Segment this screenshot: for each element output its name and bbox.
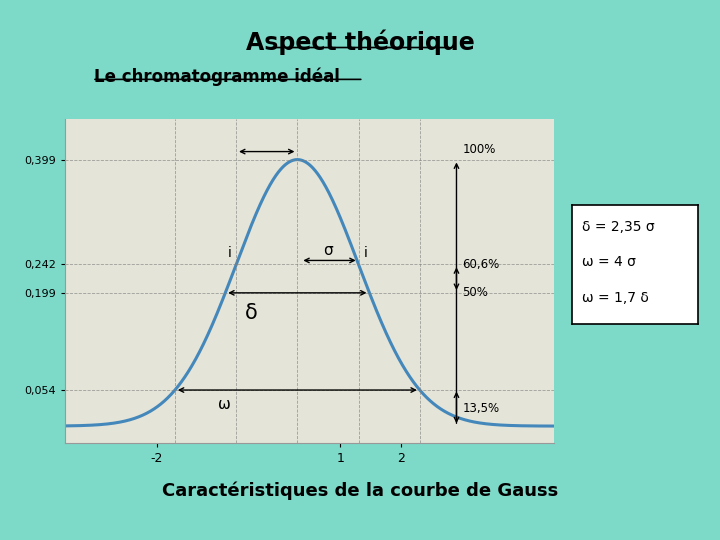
Text: ω = 1,7 δ: ω = 1,7 δ bbox=[582, 291, 649, 305]
Text: 60,6%: 60,6% bbox=[463, 258, 500, 271]
Text: ω = 4 σ: ω = 4 σ bbox=[582, 255, 636, 269]
Text: i: i bbox=[364, 246, 367, 260]
Text: i: i bbox=[228, 246, 231, 260]
Text: 100%: 100% bbox=[463, 143, 496, 156]
Text: 50%: 50% bbox=[463, 286, 488, 299]
Text: ω: ω bbox=[217, 397, 230, 411]
Text: Le chromatogramme idéal: Le chromatogramme idéal bbox=[94, 68, 339, 86]
Text: 13,5%: 13,5% bbox=[463, 402, 500, 415]
Text: Caractéristiques de la courbe de Gauss: Caractéristiques de la courbe de Gauss bbox=[162, 481, 558, 500]
Text: δ = 2,35 σ: δ = 2,35 σ bbox=[582, 220, 655, 234]
Text: σ: σ bbox=[323, 243, 333, 258]
Text: δ: δ bbox=[245, 302, 258, 322]
Text: Aspect théorique: Aspect théorique bbox=[246, 30, 474, 55]
